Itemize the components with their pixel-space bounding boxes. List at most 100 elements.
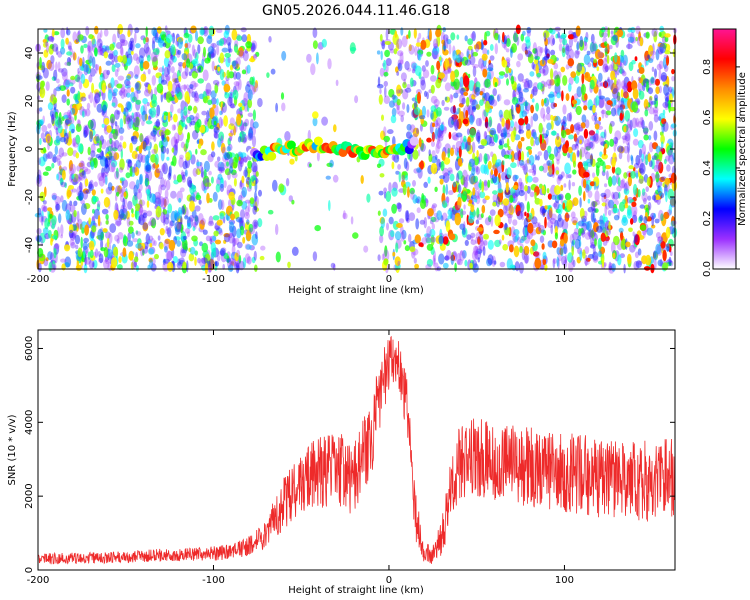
speckle-blob [73, 210, 77, 218]
speckle-blob [606, 54, 610, 64]
speckle-blob [513, 121, 518, 131]
speckle-blob [65, 118, 70, 125]
speckle-blob [534, 257, 542, 269]
speckle-blob [122, 205, 128, 213]
speckle-blob [166, 156, 170, 161]
speckle-blob [645, 254, 652, 266]
speckle-blob [598, 72, 603, 82]
speckle-blob [214, 160, 220, 168]
speckle-blob [117, 67, 120, 72]
speckle-blob [445, 183, 449, 196]
speckle-blob [609, 120, 615, 127]
speckle-blob [233, 238, 237, 247]
speckle-blob [101, 45, 108, 54]
speckle-blob [131, 231, 135, 239]
speckle-blob [571, 99, 578, 105]
speckle-blob [182, 235, 188, 240]
speckle-blob [396, 223, 403, 228]
speckle-blob [91, 82, 95, 94]
speckle-blob [449, 173, 455, 182]
speckle-blob [210, 90, 217, 99]
speckle-blob [178, 64, 182, 74]
speckle-blob [399, 52, 404, 65]
speckle-blob [47, 61, 55, 71]
speckle-blob [418, 32, 422, 40]
speckle-blob [234, 40, 239, 47]
speckle-blob [639, 204, 645, 209]
speckle-blob [481, 88, 486, 93]
x-tick-label: 100 [555, 575, 574, 586]
speckle-blob [87, 94, 91, 99]
speckle-blob [539, 264, 546, 270]
speckle-blob [547, 145, 552, 154]
speckle-blob [173, 124, 177, 131]
x-tick-label: 100 [555, 274, 574, 285]
speckle-blob [497, 123, 503, 134]
speckle-blob [203, 96, 209, 104]
speckle-blob [527, 79, 533, 89]
speckle-blob [254, 201, 258, 213]
speckle-blob [643, 197, 647, 205]
speckle-blob [561, 129, 567, 139]
speckle-blob [219, 38, 225, 47]
speckle-blob [65, 119, 73, 124]
speckle-blob [486, 49, 490, 55]
speckle-blob [391, 203, 397, 214]
speckle-blob [272, 179, 278, 192]
speckle-blob [505, 182, 509, 193]
speckle-blob [74, 74, 81, 82]
speckle-blob [406, 123, 412, 131]
speckle-blob [111, 118, 114, 129]
speckle-blob [666, 164, 671, 172]
speckle-blob [201, 242, 209, 253]
speckle-blob [645, 186, 649, 193]
speckle-blob [186, 116, 192, 124]
speckle-blob [659, 176, 665, 183]
speckle-blob [55, 86, 62, 92]
y-tick-label: 0 [24, 567, 35, 573]
speckle-blob [106, 139, 111, 149]
speckle-blob [198, 66, 202, 73]
speckle-blob [555, 151, 561, 162]
y-tick-label: 0 [24, 146, 35, 152]
speckle-blob [166, 250, 173, 262]
speckle-blob [350, 216, 354, 225]
speckle-blob [433, 99, 440, 107]
speckle-blob [160, 150, 165, 162]
speckle-blob [467, 45, 473, 51]
speckle-blob [138, 188, 141, 194]
speckle-blob [639, 37, 644, 47]
speckle-blob [454, 262, 457, 272]
speckle-blob [43, 258, 49, 267]
speckle-blob [466, 128, 470, 135]
speckle-blob [620, 55, 625, 64]
speckle-blob [658, 209, 664, 221]
speckle-blob [492, 201, 497, 207]
speckle-blob [100, 139, 107, 150]
speckle-blob [603, 194, 607, 199]
y-tick-label: -20 [24, 189, 35, 205]
speckle-blob [161, 137, 168, 148]
speckle-blob [583, 36, 589, 43]
speckle-blob [392, 136, 396, 147]
speckle-blob [406, 131, 411, 139]
speckle-blob [651, 66, 655, 73]
speckle-blob [556, 175, 561, 185]
speckle-blob [80, 45, 84, 54]
speckle-blob [512, 219, 518, 226]
speckle-blob [662, 121, 669, 132]
speckle-blob [442, 262, 449, 269]
speckle-blob [429, 29, 432, 42]
speckle-blob [396, 71, 400, 76]
speckle-blob [632, 183, 638, 196]
speckle-blob [568, 83, 572, 92]
speckle-blob [657, 116, 662, 121]
speckle-blob [523, 88, 529, 93]
speckle-blob [654, 94, 658, 102]
speckle-blob [612, 34, 619, 42]
speckle-blob [110, 77, 115, 89]
speckle-blob [444, 96, 448, 101]
speckle-blob [573, 93, 579, 100]
speckle-blob [455, 140, 463, 150]
speckle-blob [159, 228, 165, 236]
